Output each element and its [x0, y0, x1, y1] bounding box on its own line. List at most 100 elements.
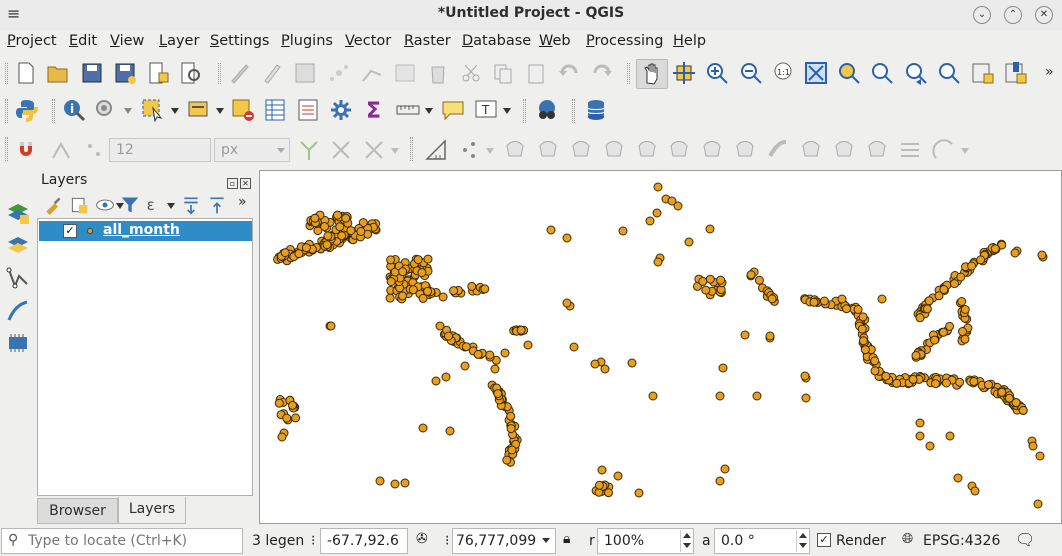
crs-button[interactable]: EPSG:4326	[923, 533, 1001, 549]
select-features-icon[interactable]	[141, 98, 165, 122]
menu-help[interactable]: Help	[673, 33, 707, 49]
open-attribute-table-icon[interactable]	[263, 98, 287, 122]
layer-item-all-month[interactable]: ✓ all_month	[39, 221, 252, 241]
zoom-full-icon[interactable]	[804, 61, 828, 85]
collapse-all-icon[interactable]	[207, 195, 227, 215]
menu-raster[interactable]: Raster	[404, 33, 451, 49]
toggle-editing-icon	[260, 61, 284, 85]
menu-processing[interactable]: Processing	[586, 33, 664, 49]
select-by-value-icon[interactable]	[187, 98, 211, 122]
earthquake-point	[970, 486, 980, 496]
magnifier-field[interactable]: 100%	[597, 528, 694, 554]
layer-visibility-checkbox[interactable]: ✓	[63, 224, 77, 238]
close-icon[interactable]: ✕	[1035, 6, 1053, 24]
zoom-in-icon[interactable]	[705, 61, 729, 85]
statistical-summary-icon[interactable]	[296, 98, 320, 122]
earthquake-point	[648, 391, 658, 401]
menu-plugins[interactable]: Plugins	[281, 33, 333, 49]
menu-vector[interactable]: Vector	[345, 33, 392, 49]
locator-input[interactable]: ⚲ Type to locate (Ctrl+K)	[1, 528, 243, 554]
text-annotation-icon[interactable]: T	[474, 98, 498, 122]
pan-to-selection-icon[interactable]	[672, 61, 696, 85]
lock-scale-icon[interactable]: 🔒︎	[563, 531, 571, 547]
earthquake-point	[460, 361, 470, 371]
add-delimited-text-icon[interactable]	[6, 299, 30, 323]
earthquake-point	[418, 423, 428, 433]
toolbar-overflow-icon[interactable]: »	[1045, 64, 1054, 80]
zoom-native-icon[interactable]: 1:1	[772, 61, 796, 85]
zoom-out-icon[interactable]	[739, 61, 763, 85]
menu-project[interactable]: Project	[7, 33, 57, 49]
snap-tolerance-input: 12	[109, 138, 211, 162]
zoom-last-icon[interactable]	[904, 61, 928, 85]
map-tips-icon[interactable]	[441, 98, 465, 122]
measure-line-icon[interactable]	[396, 98, 420, 122]
menu-view[interactable]: View	[110, 33, 145, 49]
panel-overflow-icon[interactable]: »	[238, 194, 247, 210]
render-checkbox[interactable]: ✓	[817, 533, 831, 547]
minimize-icon[interactable]: ⌄	[973, 6, 991, 24]
earthquake-point	[274, 398, 284, 408]
field-calculator-icon[interactable]: Σ	[362, 98, 386, 122]
save-as-icon[interactable]	[113, 61, 137, 85]
earthquake-point	[716, 275, 726, 285]
shape-digitizing-icon[interactable]	[457, 138, 481, 162]
search-icon: ⚲	[8, 532, 19, 548]
maximize-icon[interactable]: ⌃	[1004, 6, 1022, 24]
add-group-icon[interactable]	[69, 195, 89, 215]
earthquake-point	[800, 371, 810, 381]
identify-features-icon[interactable]: i	[62, 98, 86, 122]
tab-browser[interactable]: Browser	[37, 498, 118, 524]
menu-edit[interactable]: Edit	[69, 33, 98, 49]
advanced-digitizing-icon[interactable]	[424, 138, 448, 162]
menu-settings[interactable]: Settings	[210, 33, 270, 49]
add-vector-layer-icon[interactable]	[6, 266, 30, 290]
add-virtual-layer-icon[interactable]	[6, 331, 30, 355]
earthquake-point	[546, 225, 556, 235]
db-manager-icon[interactable]	[584, 98, 608, 122]
python-console-icon[interactable]	[14, 98, 38, 122]
snapping-icon[interactable]	[14, 138, 38, 162]
rotation-field[interactable]: 0.0 °	[714, 528, 810, 554]
hamburger-icon[interactable]: ≡	[7, 4, 21, 23]
menu-web[interactable]: Web	[539, 33, 571, 49]
earthquake-point	[915, 418, 925, 428]
filter-by-expression-icon[interactable]: ε	[145, 195, 165, 215]
save-project-icon[interactable]	[80, 61, 104, 85]
earthquake-point	[870, 356, 880, 366]
new-spatial-bookmark-icon[interactable]	[970, 61, 994, 85]
new-print-layout-icon[interactable]	[146, 61, 170, 85]
menu-layer[interactable]: Layer	[159, 33, 200, 49]
crs-globe-icon[interactable]: 🌐︎	[902, 531, 914, 547]
zoom-next-icon[interactable]	[937, 61, 961, 85]
zoom-to-selection-icon[interactable]	[837, 61, 861, 85]
messages-icon[interactable]: 🗨︎	[1015, 530, 1036, 549]
menu-database[interactable]: Database	[462, 33, 532, 49]
earthquake-point	[924, 296, 934, 306]
filter-legend-icon[interactable]	[120, 195, 140, 215]
layout-manager-icon[interactable]	[178, 61, 202, 85]
show-bookmarks-icon[interactable]	[1003, 61, 1027, 85]
add-mesh-layer-icon[interactable]	[6, 234, 30, 258]
earthquake-point	[956, 272, 966, 282]
style-manager-icon[interactable]	[43, 195, 63, 215]
toolbox-icon[interactable]	[329, 98, 353, 122]
toggle-extents-icon[interactable]: ✇	[416, 531, 428, 547]
expand-all-icon[interactable]	[181, 195, 201, 215]
deselect-all-icon[interactable]	[231, 98, 255, 122]
earthquake-point	[908, 374, 918, 384]
new-project-icon[interactable]	[14, 61, 38, 85]
map-canvas[interactable]	[259, 170, 1062, 524]
run-action-icon[interactable]	[94, 98, 118, 122]
coordinate-field[interactable]: -67.7,92.6	[320, 528, 408, 554]
pan-map-icon[interactable]	[640, 61, 664, 85]
open-project-icon[interactable]	[46, 61, 70, 85]
metasearch-icon[interactable]	[535, 98, 559, 122]
manage-visibility-icon[interactable]	[95, 195, 115, 215]
tab-layers[interactable]: Layers	[118, 497, 186, 524]
zoom-to-layer-icon[interactable]	[870, 61, 894, 85]
close-panel-icon[interactable]: ✕	[240, 178, 251, 189]
float-panel-icon[interactable]: ▫	[227, 178, 238, 189]
scale-field[interactable]: 76,777,099	[452, 528, 556, 554]
add-raster-layer-icon[interactable]	[6, 201, 30, 225]
